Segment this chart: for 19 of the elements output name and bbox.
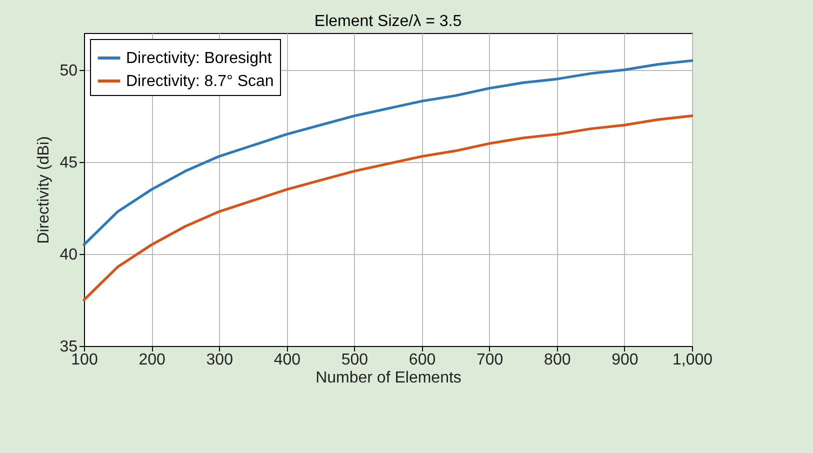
x-tick-label: 300	[206, 352, 234, 368]
x-tick-label: 600	[408, 352, 436, 368]
x-tick-label: 100	[71, 352, 98, 368]
x-tick-label: 900	[612, 352, 638, 368]
x-tick-label: 1,000	[672, 352, 713, 368]
x-tick-label: 200	[138, 352, 166, 368]
chart-title: Element Size/λ = 3.5	[314, 13, 462, 30]
x-tick-label: 700	[476, 352, 504, 368]
y-tick-label: 40	[60, 246, 78, 264]
line-series	[82, 114, 694, 302]
x-axis-title: Number of Elements	[316, 370, 462, 386]
y-axis-title: Directivity (dBi)	[36, 136, 53, 244]
legend-label: Directivity: 8.7° Scan	[126, 73, 274, 90]
x-tick-label: 500	[341, 352, 368, 368]
x-tick-label: 800	[544, 352, 571, 368]
y-tick-label: 50	[60, 62, 78, 80]
x-tick-label: 400	[274, 352, 301, 368]
y-tick-label: 45	[60, 154, 78, 172]
legend-label: Directivity: Boresight	[126, 50, 272, 67]
